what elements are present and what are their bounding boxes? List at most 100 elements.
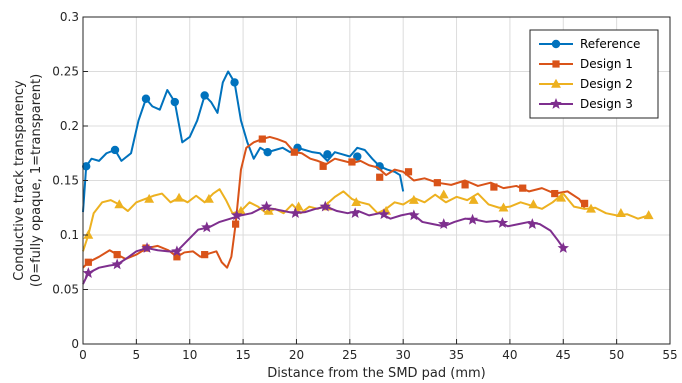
x-tick-label: 50: [609, 348, 624, 362]
x-tick-label: 45: [556, 348, 571, 362]
data-point-reference: [323, 150, 332, 159]
data-point-design-2: [83, 229, 94, 239]
y-tick-label: 0.05: [52, 283, 79, 297]
data-point-reference: [263, 147, 272, 157]
legend-item-design-3: Design 3: [539, 97, 633, 111]
data-point-reference: [170, 97, 179, 107]
data-point-design-1: [433, 179, 441, 187]
y-axis-label-line1: Conductive track transparency: [12, 80, 27, 281]
x-tick-label: 5: [133, 348, 141, 362]
data-point-design-3: [496, 217, 509, 228]
data-point-design-3: [82, 267, 95, 278]
data-point-reference: [82, 162, 91, 171]
data-point-design-1: [348, 158, 356, 166]
data-point-design-1: [404, 168, 413, 176]
data-point-design-3: [349, 207, 361, 219]
data-point-design-2: [236, 205, 246, 215]
data-point-design-2: [293, 201, 304, 211]
data-point-design-2: [586, 203, 596, 213]
data-point-reference: [200, 91, 209, 100]
data-point-design-1: [173, 253, 181, 261]
legend-item-design-2: Design 2: [539, 77, 633, 91]
legend-item-design-1: Design 1: [539, 57, 633, 71]
data-point-design-1: [290, 148, 298, 156]
data-point-design-1: [376, 173, 384, 181]
legend-marker: [551, 39, 561, 49]
legend-label: Design 3: [580, 97, 633, 111]
series-line-reference: [82, 70, 405, 213]
ticks: 0 5 10 15 20 25 30 35 40 45 50 55 0 0.05 0.1 0.15 0.2 0.2…: [52, 10, 677, 362]
legend: Reference Design 1 Design 2 Design 3: [529, 29, 659, 119]
data-point-design-1: [581, 199, 589, 207]
data-point-design-3: [201, 221, 213, 233]
x-tick-label: 55: [662, 348, 677, 362]
legend-item-reference: Reference: [539, 37, 640, 51]
data-point-reference: [230, 78, 239, 87]
x-tick-label: 10: [182, 348, 197, 362]
y-axis-label-line2: (0=fully opaque, 1=transparent): [29, 74, 44, 287]
data-point-design-3: [230, 209, 243, 221]
y-tick-label: 0: [71, 337, 79, 351]
data-point-design-1: [113, 251, 121, 259]
x-tick-label: 40: [502, 348, 517, 362]
legend-marker: [551, 78, 561, 88]
x-axis-label: Distance from the SMD pad (mm): [267, 366, 486, 381]
y-tick-label: 0.3: [60, 10, 79, 24]
data-point-design-1: [551, 189, 559, 198]
legend-marker: [552, 60, 560, 68]
data-point-design-2: [643, 210, 654, 220]
data-point-design-3: [438, 218, 450, 229]
data-point-design-3: [289, 207, 302, 219]
data-point-design-2: [174, 192, 184, 202]
data-point-design-1: [258, 135, 266, 143]
series-line-design-3: [82, 205, 565, 285]
data-point-design-2: [114, 199, 125, 209]
data-point-design-2: [351, 197, 362, 207]
x-tick-label: 35: [449, 348, 464, 362]
data-point-design-3: [171, 245, 183, 257]
x-tick-label: 20: [289, 348, 304, 362]
data-point-design-2: [556, 192, 567, 202]
data-point-design-2: [615, 208, 626, 217]
y-tick-label: 0.1: [60, 228, 79, 242]
data-point-design-3: [466, 213, 479, 225]
legend-label: Design 1: [580, 57, 633, 71]
data-point-design-1: [232, 220, 240, 228]
series-layer: [82, 70, 654, 285]
data-point-design-3: [557, 242, 569, 253]
data-point-design-3: [111, 258, 123, 270]
x-tick-label: 0: [79, 348, 87, 362]
data-point-design-1: [84, 258, 92, 266]
legend-label: Design 2: [580, 77, 633, 91]
legend-label: Reference: [580, 37, 640, 51]
data-point-design-3: [378, 208, 390, 220]
data-point-design-2: [528, 199, 539, 209]
y-tick-label: 0.15: [52, 174, 79, 188]
data-point-reference: [141, 94, 151, 103]
series-line-design-2: [82, 188, 649, 252]
data-point-design-1: [201, 251, 209, 259]
data-point-design-3: [260, 200, 273, 212]
data-point-reference: [110, 145, 120, 155]
legend-marker: [550, 98, 562, 109]
x-tick-label: 30: [396, 348, 411, 362]
x-tick-label: 15: [235, 348, 250, 362]
data-point-design-2: [468, 194, 479, 204]
data-point-design-2: [203, 193, 214, 203]
data-point-design-1: [319, 162, 327, 170]
data-point-design-1: [519, 184, 527, 192]
data-point-design-2: [498, 202, 509, 212]
y-tick-label: 0.2: [60, 119, 79, 133]
data-point-design-2: [408, 194, 419, 204]
data-point-design-3: [141, 242, 153, 253]
data-point-design-3: [526, 218, 539, 229]
data-point-design-2: [144, 193, 155, 203]
data-point-design-1: [490, 183, 498, 191]
data-point-design-2: [438, 189, 449, 199]
series-design-3: [82, 200, 569, 285]
x-tick-label: 25: [342, 348, 357, 362]
data-point-design-1: [461, 181, 469, 189]
series-design-1: [82, 135, 589, 269]
y-tick-label: 0.25: [52, 65, 79, 79]
